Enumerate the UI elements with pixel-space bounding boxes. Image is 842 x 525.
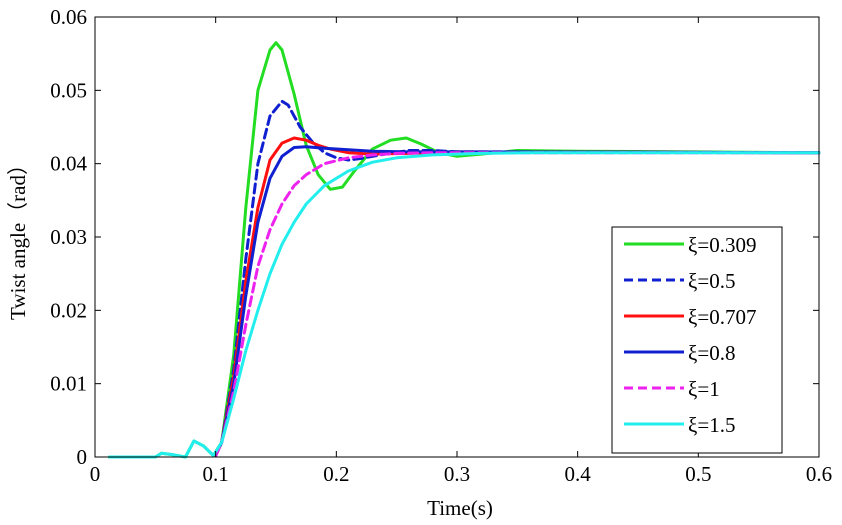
legend-label: ξ=0.8 <box>688 341 735 365</box>
y-tick-label: 0.01 <box>50 372 87 396</box>
x-tick-label: 0.2 <box>323 462 349 486</box>
legend-box <box>611 226 783 454</box>
legend-label: ξ=1 <box>688 377 720 401</box>
y-tick-label: 0.06 <box>50 5 87 29</box>
x-tick-label: 0.6 <box>806 462 832 486</box>
y-axis-label: Twist angle（rad） <box>6 154 30 320</box>
plot-lines <box>108 41 821 459</box>
y-tick-label: 0.03 <box>50 225 87 249</box>
y-tick-label: 0 <box>77 445 88 469</box>
y-tick-label: 0.04 <box>50 152 87 176</box>
legend-label: ξ=0.707 <box>688 305 756 329</box>
legend-label: ξ=0.5 <box>688 269 735 293</box>
x-tick-label: 0.3 <box>444 462 470 486</box>
legend-label: ξ=0.309 <box>688 233 756 257</box>
x-axis-label: Time(s) <box>427 496 493 520</box>
y-tick-label: 0.05 <box>50 78 87 102</box>
x-tick-label: 0.1 <box>203 462 229 486</box>
legend: ξ=0.309 ξ=0.5 ξ=0.707 ξ=0.8 ξ=1 ξ=1.5 <box>611 226 783 454</box>
series-line-4 <box>214 145 821 457</box>
y-tick-label: 0.02 <box>50 298 87 322</box>
x-tick-label: 0.4 <box>565 462 592 486</box>
legend-label: ξ=1.5 <box>688 413 735 437</box>
y-axis-ticks: 0 0.01 0.02 0.03 0.04 0.05 0.06 <box>50 5 819 469</box>
series-line-5 <box>214 151 821 457</box>
x-tick-label: 0 <box>90 462 101 486</box>
x-tick-label: 0.5 <box>685 462 711 486</box>
x-axis-ticks: 0 0.1 0.2 0.3 0.4 0.5 0.6 <box>90 17 832 486</box>
